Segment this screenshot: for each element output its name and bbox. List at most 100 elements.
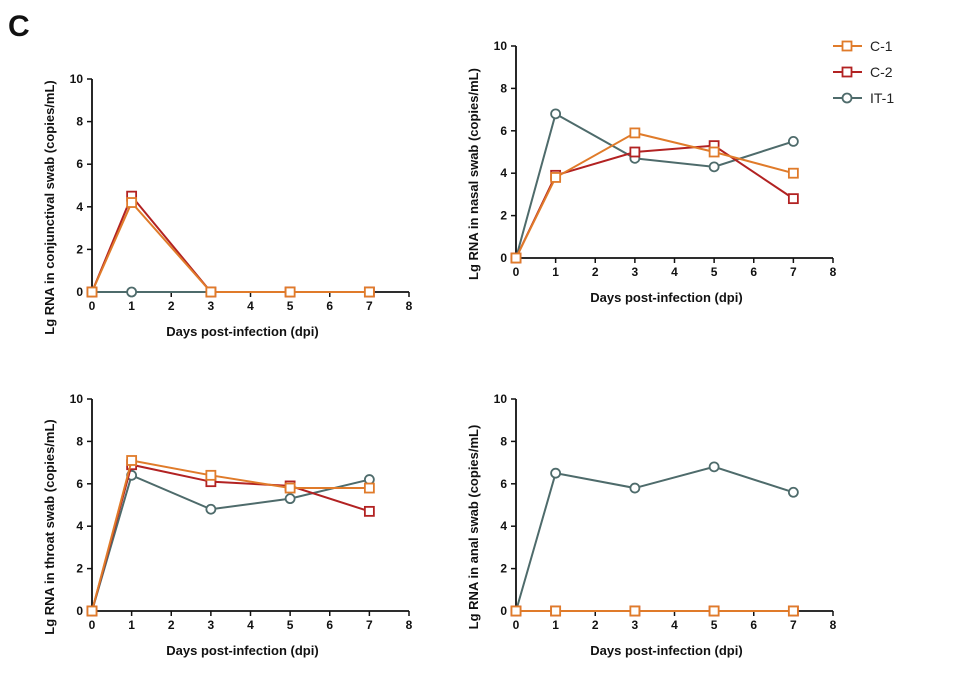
data-point xyxy=(126,197,138,208)
legend-marker xyxy=(841,40,853,52)
data-point xyxy=(708,146,720,158)
x-tick-label: 1 xyxy=(128,618,135,632)
x-tick-label: 4 xyxy=(247,618,254,632)
x-tick-label: 0 xyxy=(89,299,96,313)
x-tick-label: 2 xyxy=(592,618,599,632)
data-point xyxy=(787,605,799,617)
y-tick-label: 4 xyxy=(76,200,83,214)
x-tick-label: 6 xyxy=(326,618,333,632)
y-axis-title: Lg RNA in conjunctival swab (copies/mL) xyxy=(42,80,57,335)
data-point xyxy=(708,461,720,473)
x-axis-title: Days post-infection (dpi) xyxy=(590,290,742,305)
series-c-2 xyxy=(510,140,799,264)
y-tick-label: 0 xyxy=(500,251,507,265)
y-tick-label: 8 xyxy=(500,81,507,95)
x-tick-label: 2 xyxy=(592,265,599,279)
data-point xyxy=(363,482,375,494)
x-tick-label: 3 xyxy=(208,299,215,313)
chart-conjunctival: 0 1 2 3 4 5 6 7 8 0 2 4 6 8 10 Days post-infection (dpi… xyxy=(42,72,413,339)
series-c-1 xyxy=(86,197,375,298)
y-axis-title: Lg RNA in nasal swab (copies/mL) xyxy=(466,68,481,280)
data-point xyxy=(363,505,375,517)
x-tick-label: 5 xyxy=(711,618,718,632)
x-tick-label: 0 xyxy=(513,265,520,279)
data-point xyxy=(629,482,641,494)
legend-label: C-1 xyxy=(870,38,893,54)
data-point xyxy=(708,605,720,617)
legend-label: C-2 xyxy=(870,64,893,80)
x-tick-label: 3 xyxy=(632,265,639,279)
y-tick-label: 8 xyxy=(76,115,83,129)
series-c-1 xyxy=(86,455,375,617)
legend-entry-c-2: C-2 xyxy=(833,64,893,80)
data-point xyxy=(284,493,296,505)
series-line xyxy=(515,465,794,612)
data-point xyxy=(284,286,296,298)
legend-marker xyxy=(841,66,853,78)
chart-anal: 0 1 2 3 4 5 6 7 8 0 2 4 6 8 10 Days post-infection (dpi… xyxy=(466,392,837,658)
chart-nasal: 0 1 2 3 4 5 6 7 8 0 2 4 6 8 10 Days post-infection (dpi… xyxy=(466,39,837,305)
y-tick-label: 6 xyxy=(500,124,507,138)
series-c-1 xyxy=(510,127,799,264)
x-tick-label: 8 xyxy=(830,265,837,279)
legend-marker xyxy=(841,92,853,104)
x-tick-label: 7 xyxy=(366,299,373,313)
data-point xyxy=(550,605,562,617)
data-point xyxy=(629,127,641,139)
x-tick-label: 6 xyxy=(326,299,333,313)
y-tick-label: 4 xyxy=(500,519,507,533)
series-it-1 xyxy=(86,469,375,617)
y-tick-label: 8 xyxy=(500,434,507,448)
data-point xyxy=(510,605,522,617)
x-tick-label: 1 xyxy=(552,265,559,279)
x-tick-label: 8 xyxy=(830,618,837,632)
data-point xyxy=(86,605,98,617)
y-tick-label: 10 xyxy=(494,392,508,406)
y-tick-label: 10 xyxy=(494,39,508,53)
series-it-1 xyxy=(510,108,799,264)
data-point xyxy=(126,455,138,466)
data-point xyxy=(629,146,641,158)
data-point xyxy=(86,286,98,298)
data-point xyxy=(284,482,296,494)
x-tick-label: 7 xyxy=(790,265,797,279)
x-tick-label: 3 xyxy=(632,618,639,632)
y-tick-label: 2 xyxy=(76,562,83,576)
series-line xyxy=(91,194,370,293)
x-axis-title: Days post-infection (dpi) xyxy=(166,643,318,658)
y-axis-title: Lg RNA in throat swab (copies/mL) xyxy=(42,419,57,634)
y-tick-label: 4 xyxy=(500,166,507,180)
x-tick-label: 3 xyxy=(208,618,215,632)
x-tick-label: 1 xyxy=(552,618,559,632)
x-tick-label: 4 xyxy=(671,618,678,632)
series-it-1 xyxy=(510,461,799,617)
x-tick-label: 5 xyxy=(711,265,718,279)
data-point xyxy=(550,467,562,479)
series-line xyxy=(515,112,794,259)
y-tick-label: 6 xyxy=(500,477,507,491)
series-line xyxy=(515,131,794,259)
y-tick-label: 0 xyxy=(76,285,83,299)
legend-entry-c-1: C-1 xyxy=(833,38,893,54)
y-tick-label: 2 xyxy=(500,562,507,576)
x-tick-label: 8 xyxy=(406,618,413,632)
series-line xyxy=(91,200,370,293)
y-tick-label: 4 xyxy=(76,519,83,533)
x-tick-label: 6 xyxy=(750,618,757,632)
y-tick-label: 2 xyxy=(76,242,83,256)
y-tick-label: 0 xyxy=(76,604,83,618)
x-tick-label: 4 xyxy=(247,299,254,313)
data-point xyxy=(363,286,375,298)
x-tick-label: 6 xyxy=(750,265,757,279)
legend-label: IT-1 xyxy=(870,90,894,106)
data-point xyxy=(787,167,799,179)
y-tick-label: 8 xyxy=(76,434,83,448)
data-point xyxy=(205,469,217,481)
x-axis-title: Days post-infection (dpi) xyxy=(590,643,742,658)
data-point xyxy=(205,286,217,298)
series-line xyxy=(91,463,370,612)
series-c-2 xyxy=(86,459,375,617)
series-c-1 xyxy=(510,605,799,617)
data-point xyxy=(787,193,799,205)
